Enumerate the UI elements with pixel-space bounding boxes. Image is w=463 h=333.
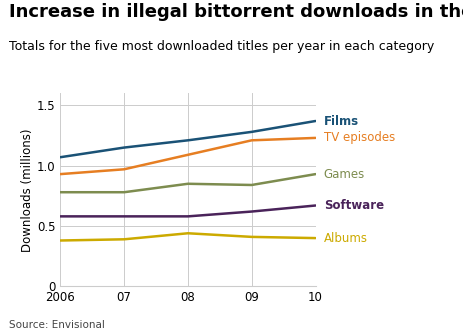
Text: Software: Software	[323, 199, 383, 212]
Text: Totals for the five most downloaded titles per year in each category: Totals for the five most downloaded titl…	[9, 40, 433, 53]
Text: Albums: Albums	[323, 231, 367, 245]
Y-axis label: Downloads (millions): Downloads (millions)	[21, 128, 34, 251]
Text: TV episodes: TV episodes	[323, 132, 394, 145]
Text: Source: Envisional: Source: Envisional	[9, 320, 105, 330]
Text: Films: Films	[323, 115, 358, 128]
Text: Increase in illegal bittorrent downloads in the UK: Increase in illegal bittorrent downloads…	[9, 3, 463, 21]
Text: Games: Games	[323, 167, 364, 180]
